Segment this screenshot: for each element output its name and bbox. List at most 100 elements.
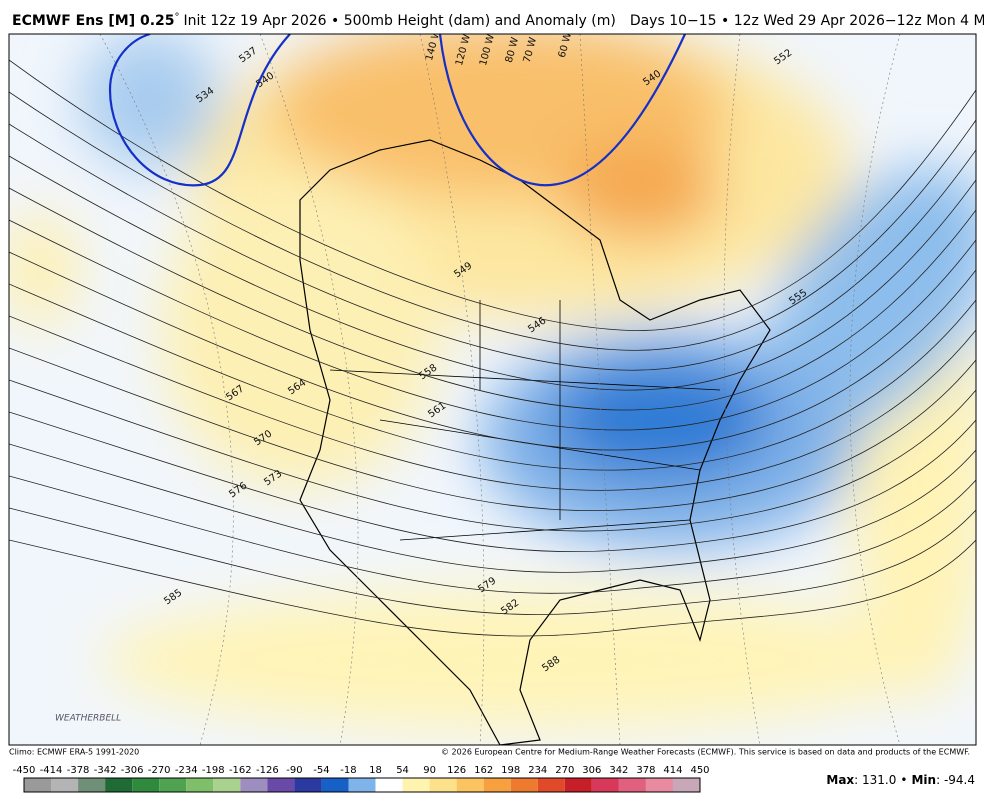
- colorbar-swatch: [510, 778, 538, 792]
- colorbar-tick-label: -54: [313, 765, 329, 776]
- colorbar-swatch: [186, 778, 214, 792]
- colorbar-swatch: [213, 778, 241, 792]
- contour-540: [108, 34, 291, 187]
- colorbar-tick-label: -342: [94, 765, 117, 776]
- map-frame: [8, 33, 977, 746]
- graticule: [419, 34, 485, 745]
- colorbar-tick-label: -450: [13, 765, 36, 776]
- colorbar-swatch: [78, 778, 106, 792]
- graticule: [849, 34, 901, 745]
- colorbar-swatch: [402, 778, 430, 792]
- colorbar-swatch: [294, 778, 322, 792]
- contour-line: [9, 187, 976, 411]
- graticule: [259, 34, 359, 745]
- colorbar-tick-label: 18: [369, 765, 382, 776]
- colorbar-tick-label: 162: [474, 765, 493, 776]
- colorbar-tick-label: -198: [202, 765, 225, 776]
- colorbar-swatch: [672, 778, 700, 792]
- contour-line: [9, 443, 976, 573]
- stats: Max: 131.0 • Min: -94.4: [826, 773, 975, 787]
- contour-line: [9, 251, 976, 451]
- colorbar-tick-label: -234: [175, 765, 198, 776]
- contour-line: [9, 411, 976, 553]
- climo: Climo: ECMWF ERA-5 1991-2020: [9, 748, 139, 757]
- colorbar-tick-label: 342: [609, 765, 628, 776]
- contour-line: [9, 347, 976, 511]
- max-label: Max: [826, 773, 854, 787]
- colorbar-frame: [23, 777, 701, 793]
- separator: •: [900, 773, 907, 787]
- max-value: 131.0: [862, 773, 896, 787]
- graticule: [723, 34, 761, 745]
- coastline: [299, 139, 771, 745]
- model: ECMWF Ens [M] 0.25: [12, 13, 175, 29]
- contour-line: [9, 507, 976, 615]
- graticule: [579, 34, 621, 745]
- period: Days 10−15 • 12z Wed 29 Apr 2026−12z Mon…: [630, 13, 984, 29]
- contour-line: [9, 539, 976, 637]
- colorbar-tick-label: -414: [40, 765, 63, 776]
- colorbar-swatch: [483, 778, 511, 792]
- colorbar-swatch: [429, 778, 457, 792]
- logo: WEATHERBELL: [55, 714, 121, 724]
- colorbar-tick-label: -90: [286, 765, 302, 776]
- colorbar-tick-label: 234: [528, 765, 547, 776]
- colorbar-tick-label: -18: [340, 765, 356, 776]
- colorbar-tick-label: 378: [636, 765, 655, 776]
- colorbar-swatch: [24, 778, 52, 792]
- colorbar-swatch: [591, 778, 619, 792]
- colorbar-swatch: [537, 778, 565, 792]
- colorbar-swatch: [618, 778, 646, 792]
- colorbar-swatch: [105, 778, 133, 792]
- contour-540: [438, 34, 686, 187]
- contour-line: [9, 91, 976, 351]
- colorbar-swatch: [375, 778, 403, 792]
- colorbar-tick-label: -126: [256, 765, 279, 776]
- contours: [9, 34, 976, 745]
- contour-line: [9, 155, 976, 391]
- colorbar-tick-label: -378: [67, 765, 90, 776]
- colorbar-tick-label: 54: [396, 765, 409, 776]
- contour-line: [9, 315, 976, 491]
- colorbar-swatch: [645, 778, 673, 792]
- colorbar-tick-label: 306: [582, 765, 601, 776]
- colorbar-tick-label: 90: [423, 765, 436, 776]
- colorbar-tick-label: 450: [690, 765, 709, 776]
- colorbar-tick-label: 198: [501, 765, 520, 776]
- contour-line: [9, 59, 976, 331]
- degree: °: [175, 12, 180, 23]
- colorbar-tick-label: 270: [555, 765, 574, 776]
- contour-line: [9, 283, 976, 471]
- colorbar-swatch: [240, 778, 268, 792]
- contour-line: [9, 379, 976, 532]
- description: Init 12z 19 Apr 2026 • 500mb Height (dam…: [184, 13, 616, 29]
- colon: :: [854, 773, 862, 787]
- colorbar-swatch: [348, 778, 376, 792]
- copyright: © 2026 European Centre for Medium-Range …: [441, 748, 970, 757]
- graticule: [99, 34, 234, 745]
- colorbar: -450 -414 -378 -342 -306 -270 -234 -198 -162 -126…: [13, 765, 710, 793]
- colorbar-tick-label: 126: [447, 765, 466, 776]
- colorbar-tick-label: -306: [121, 765, 144, 776]
- colorbar-swatch: [267, 778, 295, 792]
- min-label: Min: [911, 773, 936, 787]
- contour-line: [9, 219, 976, 431]
- colorbar-swatch: [159, 778, 187, 792]
- colorbar-swatch: [321, 778, 349, 792]
- colorbar-swatch: [132, 778, 160, 792]
- colorbar-tick-label: -162: [229, 765, 252, 776]
- colorbar-swatch: [564, 778, 592, 792]
- colon: :: [936, 773, 944, 787]
- colorbar-swatch: [51, 778, 79, 792]
- colorbar-tick-label: 414: [663, 765, 682, 776]
- colorbar-swatch: [456, 778, 484, 792]
- contour-line: [9, 123, 976, 371]
- colorbar-tick-label: -270: [148, 765, 171, 776]
- min-value: -94.4: [944, 773, 975, 787]
- title: ECMWF Ens [M] 0.25° Init 12z 19 Apr 2026 …: [12, 12, 984, 29]
- contour-line: [9, 475, 976, 594]
- anomaly-shading: [9, 34, 976, 730]
